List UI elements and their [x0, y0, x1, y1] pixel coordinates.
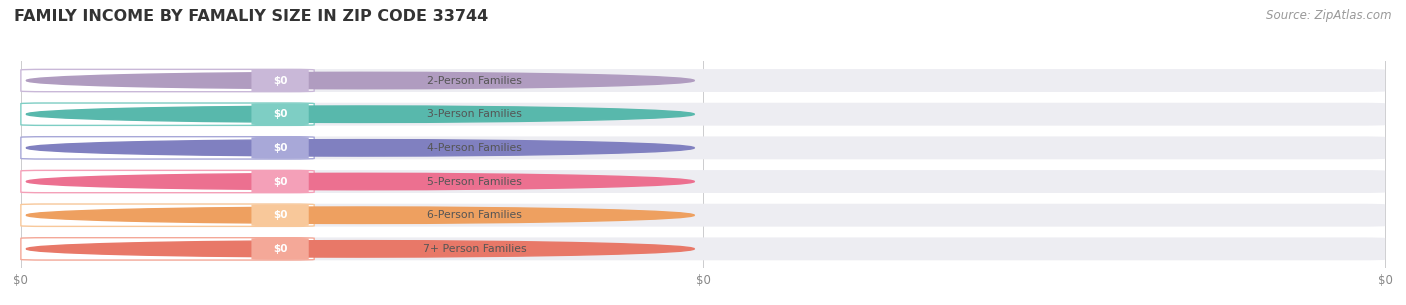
FancyBboxPatch shape: [252, 103, 309, 125]
FancyBboxPatch shape: [21, 103, 1385, 126]
FancyBboxPatch shape: [21, 237, 1385, 260]
FancyBboxPatch shape: [21, 136, 1385, 159]
Text: 2-Person Families: 2-Person Families: [427, 76, 523, 85]
FancyBboxPatch shape: [21, 170, 1385, 193]
FancyBboxPatch shape: [21, 69, 314, 92]
FancyBboxPatch shape: [252, 238, 309, 260]
FancyBboxPatch shape: [252, 204, 309, 226]
FancyBboxPatch shape: [21, 204, 1385, 227]
FancyBboxPatch shape: [21, 69, 1385, 92]
FancyBboxPatch shape: [21, 204, 314, 226]
FancyBboxPatch shape: [252, 70, 309, 92]
FancyBboxPatch shape: [252, 170, 309, 192]
Text: 4-Person Families: 4-Person Families: [427, 143, 523, 153]
Text: 7+ Person Families: 7+ Person Families: [423, 244, 527, 254]
Text: 3-Person Families: 3-Person Families: [427, 109, 523, 119]
Text: $0: $0: [273, 210, 287, 220]
Text: $0: $0: [273, 109, 287, 119]
Circle shape: [27, 72, 695, 89]
Circle shape: [27, 241, 695, 257]
Circle shape: [27, 207, 695, 224]
Text: $0: $0: [273, 76, 287, 85]
Text: $0: $0: [273, 143, 287, 153]
Text: $0: $0: [273, 244, 287, 254]
Circle shape: [27, 140, 695, 156]
FancyBboxPatch shape: [21, 137, 314, 159]
Text: FAMILY INCOME BY FAMALIY SIZE IN ZIP CODE 33744: FAMILY INCOME BY FAMALIY SIZE IN ZIP COD…: [14, 9, 488, 24]
Text: 6-Person Families: 6-Person Families: [427, 210, 523, 220]
FancyBboxPatch shape: [252, 137, 309, 159]
Text: Source: ZipAtlas.com: Source: ZipAtlas.com: [1267, 9, 1392, 22]
Circle shape: [27, 173, 695, 190]
Text: $0: $0: [273, 177, 287, 187]
Text: 5-Person Families: 5-Person Families: [427, 177, 523, 187]
FancyBboxPatch shape: [21, 170, 314, 193]
FancyBboxPatch shape: [21, 103, 314, 125]
FancyBboxPatch shape: [21, 238, 314, 260]
Circle shape: [27, 106, 695, 122]
